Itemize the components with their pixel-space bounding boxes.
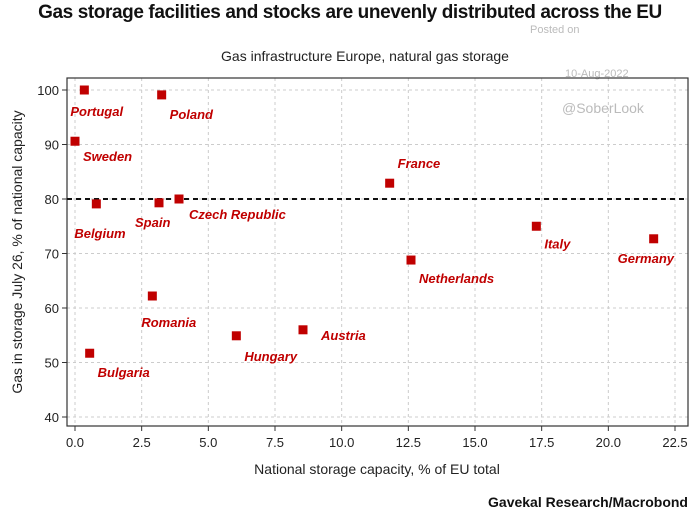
data-point-portugal — [79, 85, 89, 95]
data-point-sweden — [70, 136, 80, 146]
point-label: France — [398, 156, 441, 171]
data-point-czech-republic — [174, 194, 184, 204]
y-tick-label: 50 — [45, 356, 59, 371]
watermark-date: 10-Aug-2022 — [565, 68, 629, 80]
x-tick-label: 0.0 — [66, 435, 84, 450]
data-point-bulgaria — [85, 348, 95, 358]
chart-title: Gas storage facilities and stocks are un… — [38, 2, 662, 23]
y-tick-label: 100 — [37, 83, 59, 98]
chart-subtitle: Gas infrastructure Europe, natural gas s… — [221, 48, 509, 64]
y-tick-label: 90 — [45, 138, 59, 153]
x-tick-label: 15.0 — [462, 435, 487, 450]
point-label: Romania — [141, 315, 196, 330]
point-label: Belgium — [74, 226, 126, 241]
point-label: Poland — [170, 107, 214, 122]
data-point-austria — [298, 325, 308, 335]
data-point-netherlands — [406, 255, 416, 265]
x-tick-label: 10.0 — [329, 435, 354, 450]
data-point-france — [385, 178, 395, 188]
data-point-spain — [154, 198, 164, 208]
point-label: Sweden — [83, 149, 132, 164]
x-tick-label: 12.5 — [396, 435, 421, 450]
point-label: Portugal — [70, 104, 123, 119]
data-point-romania — [147, 291, 157, 301]
data-point-germany — [649, 234, 659, 244]
x-tick-label: 22.5 — [662, 435, 687, 450]
y-tick-label: 40 — [45, 410, 59, 425]
y-tick-label: 60 — [45, 301, 59, 316]
x-axis-label: National storage capacity, % of EU total — [254, 461, 500, 477]
x-tick-label: 20.0 — [596, 435, 621, 450]
point-label: Austria — [320, 328, 366, 343]
point-label: Italy — [544, 236, 571, 251]
data-point-italy — [531, 221, 541, 231]
y-tick-label: 70 — [45, 247, 59, 262]
point-label: Czech Republic — [189, 207, 287, 222]
y-tick-label: 80 — [45, 192, 59, 207]
x-tick-label: 7.5 — [266, 435, 284, 450]
source-label: Gavekal Research/Macrobond — [488, 494, 688, 510]
data-point-poland — [157, 90, 167, 100]
point-label: Bulgaria — [98, 365, 150, 380]
y-axis-label: Gas in storage July 26, % of national ca… — [9, 110, 25, 393]
point-label: Hungary — [244, 349, 297, 364]
x-tick-label: 2.5 — [133, 435, 151, 450]
x-tick-label: 5.0 — [199, 435, 217, 450]
point-label: Germany — [618, 251, 675, 266]
watermark-posted: Posted on — [530, 24, 580, 36]
data-point-belgium — [91, 199, 101, 209]
watermark-handle: @SoberLook — [562, 100, 644, 116]
plot-frame — [66, 77, 689, 427]
x-tick-label: 17.5 — [529, 435, 554, 450]
point-label: Netherlands — [419, 271, 494, 286]
point-label: Spain — [135, 215, 170, 230]
data-point-hungary — [231, 331, 241, 341]
